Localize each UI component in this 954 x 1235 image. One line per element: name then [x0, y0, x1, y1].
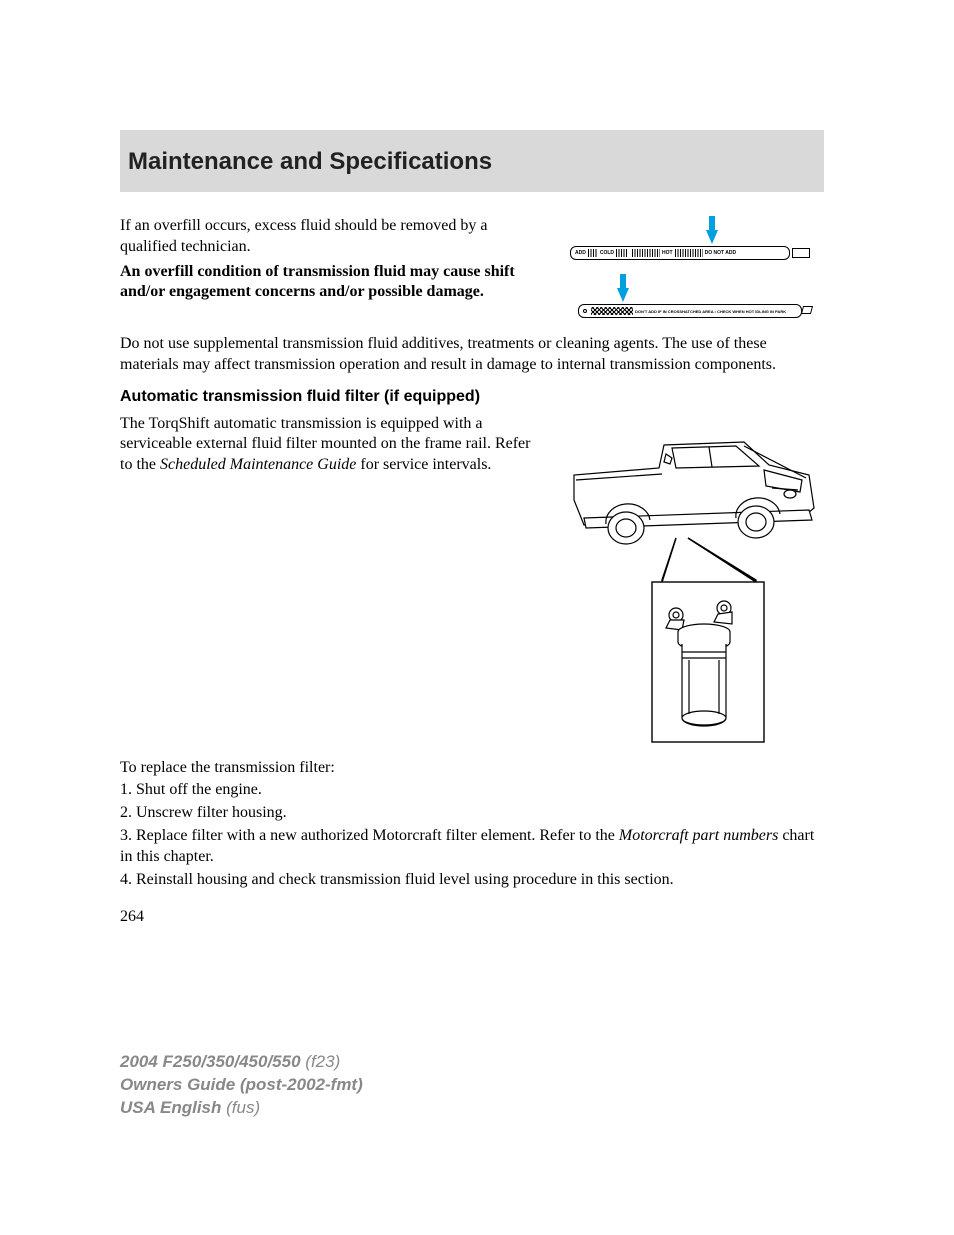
footer-lang-code: (fus)	[221, 1098, 260, 1117]
footer-line-3: USA English (fus)	[120, 1097, 363, 1120]
dipstick-crosshatch-icon	[591, 307, 633, 315]
overfill-text-column: If an overfill occurs, excess fluid shou…	[120, 216, 544, 326]
step-2: 2. Unscrew filter housing.	[120, 803, 824, 824]
step-3: 3. Replace filter with a new authorized …	[120, 826, 824, 868]
dipstick-diagram: ADD COLD HOT DO NOT ADD DON'T A	[564, 216, 824, 326]
footer-model: 2004 F250/350/450/550	[120, 1052, 301, 1071]
footer-lang: USA English	[120, 1098, 221, 1117]
text-fragment-italic: Motorcraft part numbers	[619, 827, 778, 844]
dipstick-bottom: DON'T ADD IF IN CROSSHATCHED AREA • CHEC…	[578, 304, 802, 318]
page-number: 264	[120, 908, 824, 926]
dipstick-top: ADD COLD HOT DO NOT ADD	[570, 246, 790, 260]
dipstick-donotadd-label: DO NOT ADD	[705, 250, 736, 256]
dipstick-hatch-icon	[588, 249, 598, 257]
dipstick-hatch-icon	[632, 249, 660, 257]
dipstick-hole-icon	[583, 309, 587, 313]
truck-figure	[564, 414, 824, 750]
filter-row: The TorqShift automatic transmission is …	[120, 414, 824, 750]
section-title: Maintenance and Specifications	[128, 148, 816, 176]
paragraph-overfill: If an overfill occurs, excess fluid shou…	[120, 216, 544, 258]
dipstick-hatch-icon	[675, 249, 703, 257]
dipstick-bottom-text: DON'T ADD IF IN CROSSHATCHED AREA • CHEC…	[635, 309, 786, 314]
footer-line-2: Owners Guide (post-2002-fmt)	[120, 1074, 363, 1097]
text-fragment-italic: Scheduled Maintenance Guide	[160, 456, 356, 473]
paragraph-additives-warning: Do not use supplemental transmission flu…	[120, 334, 824, 376]
dipstick-handle-icon	[792, 248, 810, 258]
arrow-down-icon	[617, 288, 629, 302]
text-fragment: 3. Replace filter with a new authorized …	[120, 827, 619, 844]
subheading-filter: Automatic transmission fluid filter (if …	[120, 388, 824, 406]
dipstick-add-label: ADD	[575, 250, 586, 256]
dipstick-figure: ADD COLD HOT DO NOT ADD DON'T A	[564, 216, 824, 326]
page-content: Maintenance and Specifications If an ove…	[0, 0, 954, 926]
footer-line-1: 2004 F250/350/450/550 (f23)	[120, 1051, 363, 1074]
section-header-band: Maintenance and Specifications	[120, 130, 824, 192]
paragraph-torqshift: The TorqShift automatic transmission is …	[120, 414, 544, 476]
steps-intro: To replace the transmission filter:	[120, 758, 824, 779]
step-4: 4. Reinstall housing and check transmiss…	[120, 870, 824, 891]
dipstick-hot-label: HOT	[662, 250, 673, 256]
document-footer: 2004 F250/350/450/550 (f23) Owners Guide…	[120, 1051, 363, 1120]
dipstick-hatch-icon	[616, 249, 628, 257]
dipstick-cold-label: COLD	[600, 250, 614, 256]
truck-filter-diagram	[564, 420, 824, 750]
paragraph-overfill-warning: An overfill condition of transmission fl…	[120, 262, 544, 304]
text-fragment: for service intervals.	[356, 456, 491, 473]
filter-text-column: The TorqShift automatic transmission is …	[120, 414, 544, 750]
dipstick-handle-icon	[801, 306, 813, 314]
truck-illustration-icon	[564, 420, 824, 750]
arrow-down-icon	[706, 230, 718, 244]
step-1: 1. Shut off the engine.	[120, 780, 824, 801]
overfill-row: If an overfill occurs, excess fluid shou…	[120, 216, 824, 326]
footer-code: (f23)	[301, 1052, 341, 1071]
